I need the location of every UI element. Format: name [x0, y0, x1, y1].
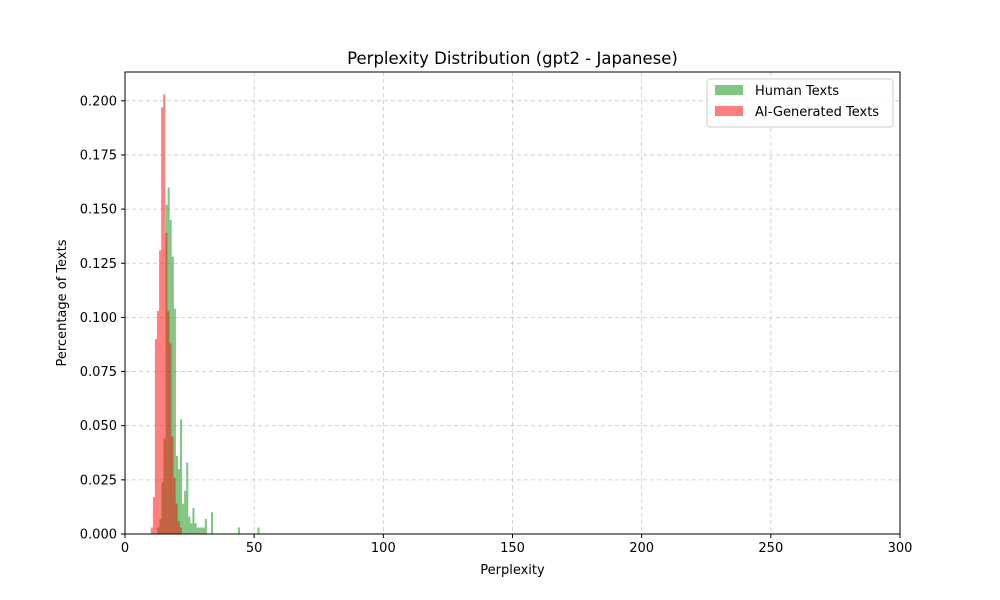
histogram-bar — [204, 518, 207, 534]
x-axis-ticks: 0 50 100 150 200 250 300 — [121, 534, 913, 556]
histogram-bar — [152, 497, 155, 534]
legend-box — [706, 78, 894, 128]
histogram-bar — [194, 523, 197, 534]
histogram-bar — [180, 419, 183, 534]
histogram-bar — [192, 508, 195, 534]
y-tick-label: 0.050 — [80, 419, 117, 434]
histogram-bar — [186, 462, 189, 534]
x-tick-label: 100 — [371, 541, 396, 556]
histogram-bar — [198, 527, 201, 534]
legend-swatch-ai — [715, 106, 743, 116]
legend: Human Texts AI-Generated Texts — [706, 78, 894, 128]
x-tick-label: 50 — [246, 541, 263, 556]
chart-title: Perplexity Distribution (gpt2 - Japanese… — [347, 49, 678, 68]
histogram-bar — [200, 527, 203, 534]
x-tick-label: 150 — [500, 541, 525, 556]
x-tick-label: 200 — [629, 541, 654, 556]
histogram-bar — [171, 256, 174, 534]
histogram-bar — [157, 310, 160, 534]
x-tick-label: 300 — [888, 541, 913, 556]
histogram-bar — [169, 343, 172, 534]
histogram-bar — [177, 521, 180, 534]
histogram-bar — [163, 94, 166, 535]
x-tick-label: 0 — [121, 541, 129, 556]
histogram-bar — [173, 308, 176, 534]
y-tick-label: 0.100 — [80, 311, 117, 326]
y-tick-label: 0.025 — [80, 473, 117, 488]
histogram-bar — [165, 232, 168, 534]
y-axis-ticks: 0.000 0.025 0.050 0.075 0.100 0.125 0.150 0.175… — [80, 94, 125, 543]
y-tick-label: 0.200 — [80, 94, 117, 109]
series-1-bars — [150, 94, 182, 535]
histogram-bar — [237, 527, 240, 534]
y-tick-label: 0.150 — [80, 203, 117, 218]
histogram-bar — [150, 527, 153, 534]
histogram-bars — [150, 94, 260, 535]
histogram-bar — [177, 469, 181, 534]
y-tick-label: 0.075 — [80, 365, 117, 380]
histogram-bar — [161, 107, 164, 534]
histogram-bar — [257, 527, 260, 534]
y-tick-label: 0.125 — [80, 257, 117, 272]
histogram-bar — [182, 503, 185, 534]
histogram-bar — [154, 339, 158, 534]
histogram-bar — [167, 310, 170, 534]
histogram-bar — [175, 456, 178, 534]
histogram-bar — [159, 250, 162, 534]
histogram-bar — [211, 512, 214, 534]
histogram-bar — [171, 436, 174, 534]
histogram-bar — [179, 527, 182, 534]
histogram-bar — [175, 503, 178, 534]
histogram-bar — [196, 527, 199, 534]
histogram-bar — [190, 523, 193, 534]
histogram-bar — [173, 477, 176, 534]
x-axis-title: Perplexity — [480, 563, 545, 578]
y-tick-label: 0.000 — [80, 528, 117, 543]
histogram-bar — [188, 516, 191, 534]
y-axis-title: Percentage of Texts — [55, 239, 70, 366]
y-tick-label: 0.175 — [80, 148, 117, 163]
legend-label-ai: AI-Generated Texts — [755, 105, 879, 120]
legend-label-human: Human Texts — [755, 84, 839, 99]
legend-swatch-human — [715, 85, 743, 95]
grid-lines — [125, 72, 900, 534]
x-tick-label: 250 — [758, 541, 783, 556]
histogram-bar — [184, 490, 187, 534]
histogram-bar — [202, 527, 205, 534]
